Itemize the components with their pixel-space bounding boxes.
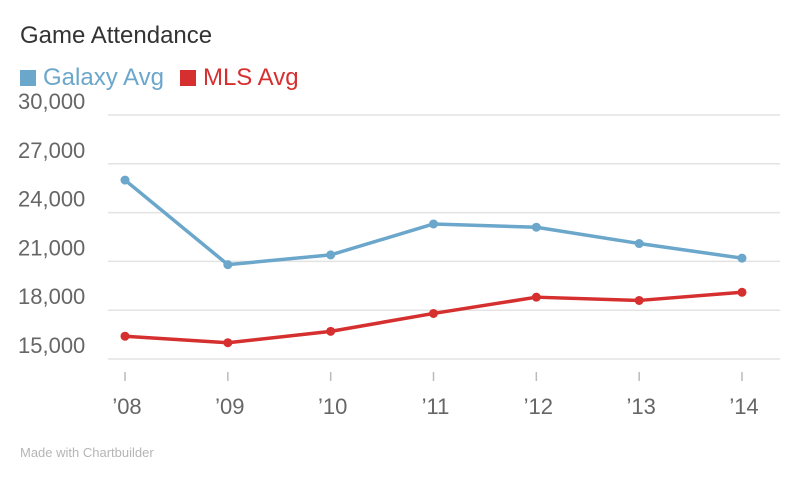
y-tick-label: 15,000 bbox=[18, 333, 85, 358]
series-point-0 bbox=[634, 239, 644, 249]
legend-swatch-galaxy bbox=[20, 70, 36, 86]
series-point-0 bbox=[531, 222, 541, 232]
chart-title: Game Attendance bbox=[20, 22, 213, 49]
x-tick-label: ’13 bbox=[626, 394, 655, 419]
series-point-0 bbox=[223, 260, 233, 270]
x-tick-label: ’11 bbox=[422, 394, 450, 419]
y-tick-label: 27,000 bbox=[18, 138, 85, 163]
series-point-1 bbox=[531, 292, 541, 302]
series-point-1 bbox=[737, 287, 747, 297]
x-tick-label: ’09 bbox=[215, 394, 244, 419]
x-tick-label: ’08 bbox=[112, 394, 141, 419]
series-point-1 bbox=[120, 331, 130, 341]
legend-label-mls: MLS Avg bbox=[202, 64, 299, 91]
x-tick-label: ’14 bbox=[729, 394, 758, 419]
series-point-1 bbox=[223, 338, 233, 348]
y-tick-label: 24,000 bbox=[18, 187, 85, 212]
y-tick-label: 21,000 bbox=[18, 235, 85, 260]
legend-swatch-mls bbox=[179, 70, 196, 86]
series-point-0 bbox=[120, 175, 130, 185]
y-tick-label: 18,000 bbox=[18, 284, 85, 309]
series-point-0 bbox=[429, 219, 438, 229]
x-tick-label: ’12 bbox=[524, 394, 553, 419]
series-point-1 bbox=[634, 295, 644, 305]
legend-item-mls: MLS Avg bbox=[179, 64, 299, 92]
footer-credit: Made with Chartbuilder bbox=[20, 445, 154, 460]
series-point-0 bbox=[326, 250, 336, 260]
series-point-1 bbox=[326, 326, 336, 336]
series-point-1 bbox=[429, 308, 438, 318]
legend-label-galaxy: Galaxy Avg bbox=[43, 64, 164, 91]
series-point-0 bbox=[737, 253, 747, 263]
y-tick-label: 30,000 bbox=[18, 89, 85, 114]
legend-item-galaxy: Galaxy Avg bbox=[20, 64, 164, 92]
x-tick-label: ’10 bbox=[318, 394, 347, 419]
legend: Galaxy Avg MLS Avg bbox=[20, 64, 299, 92]
